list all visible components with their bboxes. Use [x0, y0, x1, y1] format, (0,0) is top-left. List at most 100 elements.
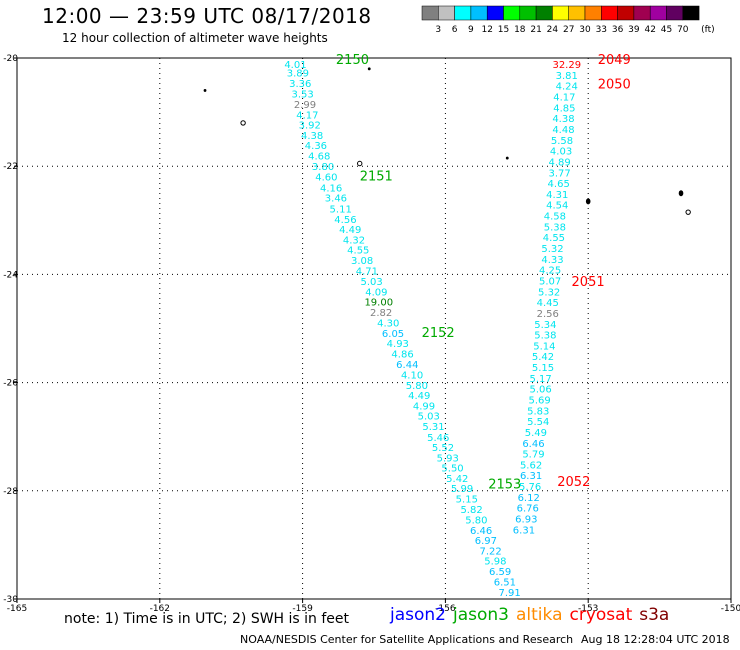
satellite-legend: jason2 jason3 altika cryosat s3a — [390, 605, 676, 625]
track-cryosat: 32.293.814.244.174.854.384.485.584.034.8… — [513, 53, 631, 536]
grid-lines — [17, 58, 731, 599]
swh-value-label: 3.36 — [289, 79, 311, 90]
swh-value-label: 2.82 — [370, 308, 392, 319]
color-scale-swatch — [503, 5, 521, 21]
satellite-legend-cryosat: cryosat — [569, 605, 633, 625]
swh-value-label: 4.09 — [365, 287, 387, 298]
swh-value-label: 2.56 — [537, 309, 559, 320]
island-marker — [357, 160, 363, 167]
chart-subtitle: 12 hour collection of altimeter wave hei… — [62, 31, 328, 45]
color-scale-label: 21 — [530, 25, 541, 35]
swh-value-label: 4.24 — [556, 82, 578, 93]
swh-value-label: 6.93 — [515, 515, 537, 526]
swh-value-label: 4.86 — [391, 350, 413, 361]
chart-title: 12:00 — 23:59 UTC 08/17/2018 — [42, 4, 372, 28]
swh-value-label: 4.56 — [334, 215, 356, 226]
swh-value-label: 6.97 — [475, 536, 497, 547]
swh-value-label: 4.65 — [548, 179, 570, 190]
swh-value-label: 5.54 — [527, 417, 549, 428]
swh-value-label: 4.55 — [347, 246, 369, 257]
y-tick-label: -22 — [3, 162, 18, 172]
swh-value-label: 5.93 — [437, 453, 459, 464]
track-jason3: 4.013.893.363.532.994.173.924.384.364.68… — [284, 53, 521, 599]
color-scale-swatch — [649, 5, 667, 21]
color-scale-swatch — [421, 5, 439, 21]
swh-value-label: 6.05 — [382, 329, 404, 340]
satellite-legend-s3a: s3a — [639, 605, 670, 625]
swh-value-label: 5.82 — [460, 505, 482, 516]
swh-value-label: 5.03 — [418, 412, 440, 423]
swh-value-label: 4.99 — [413, 401, 435, 412]
swh-value-label: 5.80 — [406, 381, 428, 392]
color-scale-swatch — [486, 5, 504, 21]
swh-value-label: 4.58 — [544, 212, 566, 223]
color-scale-swatch — [519, 5, 537, 21]
timestamp-text: Aug 18 12:28:04 UTC 2018 — [581, 633, 730, 646]
swh-value-label: 4.16 — [320, 183, 342, 194]
island-marker — [240, 120, 246, 126]
swh-value-label: 5.83 — [527, 406, 549, 417]
y-tick-label: -20 — [3, 54, 18, 64]
color-scale-label: 45 — [661, 25, 672, 35]
color-scale-label: 36 — [612, 25, 624, 35]
color-scale-swatch — [535, 5, 553, 21]
island-marker — [203, 89, 207, 92]
swh-value-label: 4.36 — [305, 141, 327, 152]
swh-value-label: 5.46 — [427, 433, 449, 444]
pass-number-label: 2051 — [572, 275, 605, 290]
swh-value-label: 4.32 — [343, 235, 365, 246]
color-scale-swatch — [601, 5, 618, 21]
plot-frame — [16, 57, 732, 600]
swh-value-label: 3.77 — [549, 168, 571, 179]
swh-value-label: 3.53 — [291, 89, 313, 100]
swh-value-label: 32.29 — [552, 60, 581, 71]
swh-value-label: 5.52 — [432, 443, 454, 454]
swh-value-label: 5.50 — [441, 464, 463, 475]
swh-value-label: 5.11 — [330, 205, 352, 216]
swh-value-label: 4.49 — [339, 225, 361, 236]
satellite-legend-jason2: jason2 — [390, 605, 446, 625]
swh-value-label: 3.08 — [351, 256, 373, 267]
swh-value-label: 3.89 — [287, 69, 309, 80]
x-tick-label: -153 — [578, 604, 598, 614]
swh-value-label: 6.46 — [522, 439, 544, 450]
y-tick-label: -26 — [3, 379, 18, 389]
pass-number-label: 2049 — [598, 53, 631, 68]
satellite-legend-jason3: jason3 — [453, 605, 509, 625]
swh-value-label: 2.99 — [294, 100, 316, 111]
swh-value-label: 5.14 — [533, 341, 555, 352]
pass-number-label: 2151 — [360, 169, 393, 184]
swh-value-label: 5.31 — [422, 422, 444, 433]
color-scale-legend: 3 6 9 12 15 18 21 24 27 30 33 36 39 42 45 70 (ft) — [421, 5, 715, 35]
pass-number-label: 2052 — [557, 475, 590, 490]
color-scale-swatch — [438, 5, 455, 21]
swh-value-label: 3.92 — [299, 121, 321, 132]
axis-ticks: -165 -162 -159 -156 -153 -150 -20 -22 -24 -26 -28 -… — [3, 54, 740, 614]
swh-value-label: 6.59 — [489, 567, 511, 578]
swh-value-label: 3.80 — [312, 162, 334, 173]
swh-value-label: 4.38 — [301, 131, 323, 142]
swh-value-label: 6.46 — [470, 526, 492, 537]
swh-value-label: 4.03 — [550, 147, 572, 158]
swh-value-label: 5.80 — [465, 516, 487, 527]
swh-value-label: 6.31 — [520, 471, 542, 482]
color-scale-label: 12 — [481, 25, 492, 35]
swh-value-label: 5.32 — [541, 244, 563, 255]
swh-value-label: 5.99 — [451, 484, 473, 495]
swh-value-label: 4.89 — [549, 157, 571, 168]
swh-value-label: 4.54 — [546, 201, 568, 212]
swh-value-label: 4.45 — [537, 298, 559, 309]
pass-number-label: 2050 — [598, 77, 631, 92]
swh-value-label: 5.17 — [529, 374, 551, 385]
color-scale-label: 24 — [547, 25, 559, 35]
swh-value-label: 4.30 — [377, 319, 399, 330]
x-tick-label: -150 — [721, 604, 740, 614]
swh-value-label: 4.10 — [401, 371, 423, 382]
swh-value-label: 5.79 — [522, 450, 544, 461]
x-tick-label: -162 — [150, 604, 170, 614]
swh-value-label: 4.55 — [543, 233, 565, 244]
swh-value-label: 4.38 — [552, 114, 574, 125]
swh-value-label: 4.25 — [539, 266, 561, 277]
swh-value-label: 4.01 — [284, 60, 306, 71]
swh-value-label: 4.49 — [408, 391, 430, 402]
